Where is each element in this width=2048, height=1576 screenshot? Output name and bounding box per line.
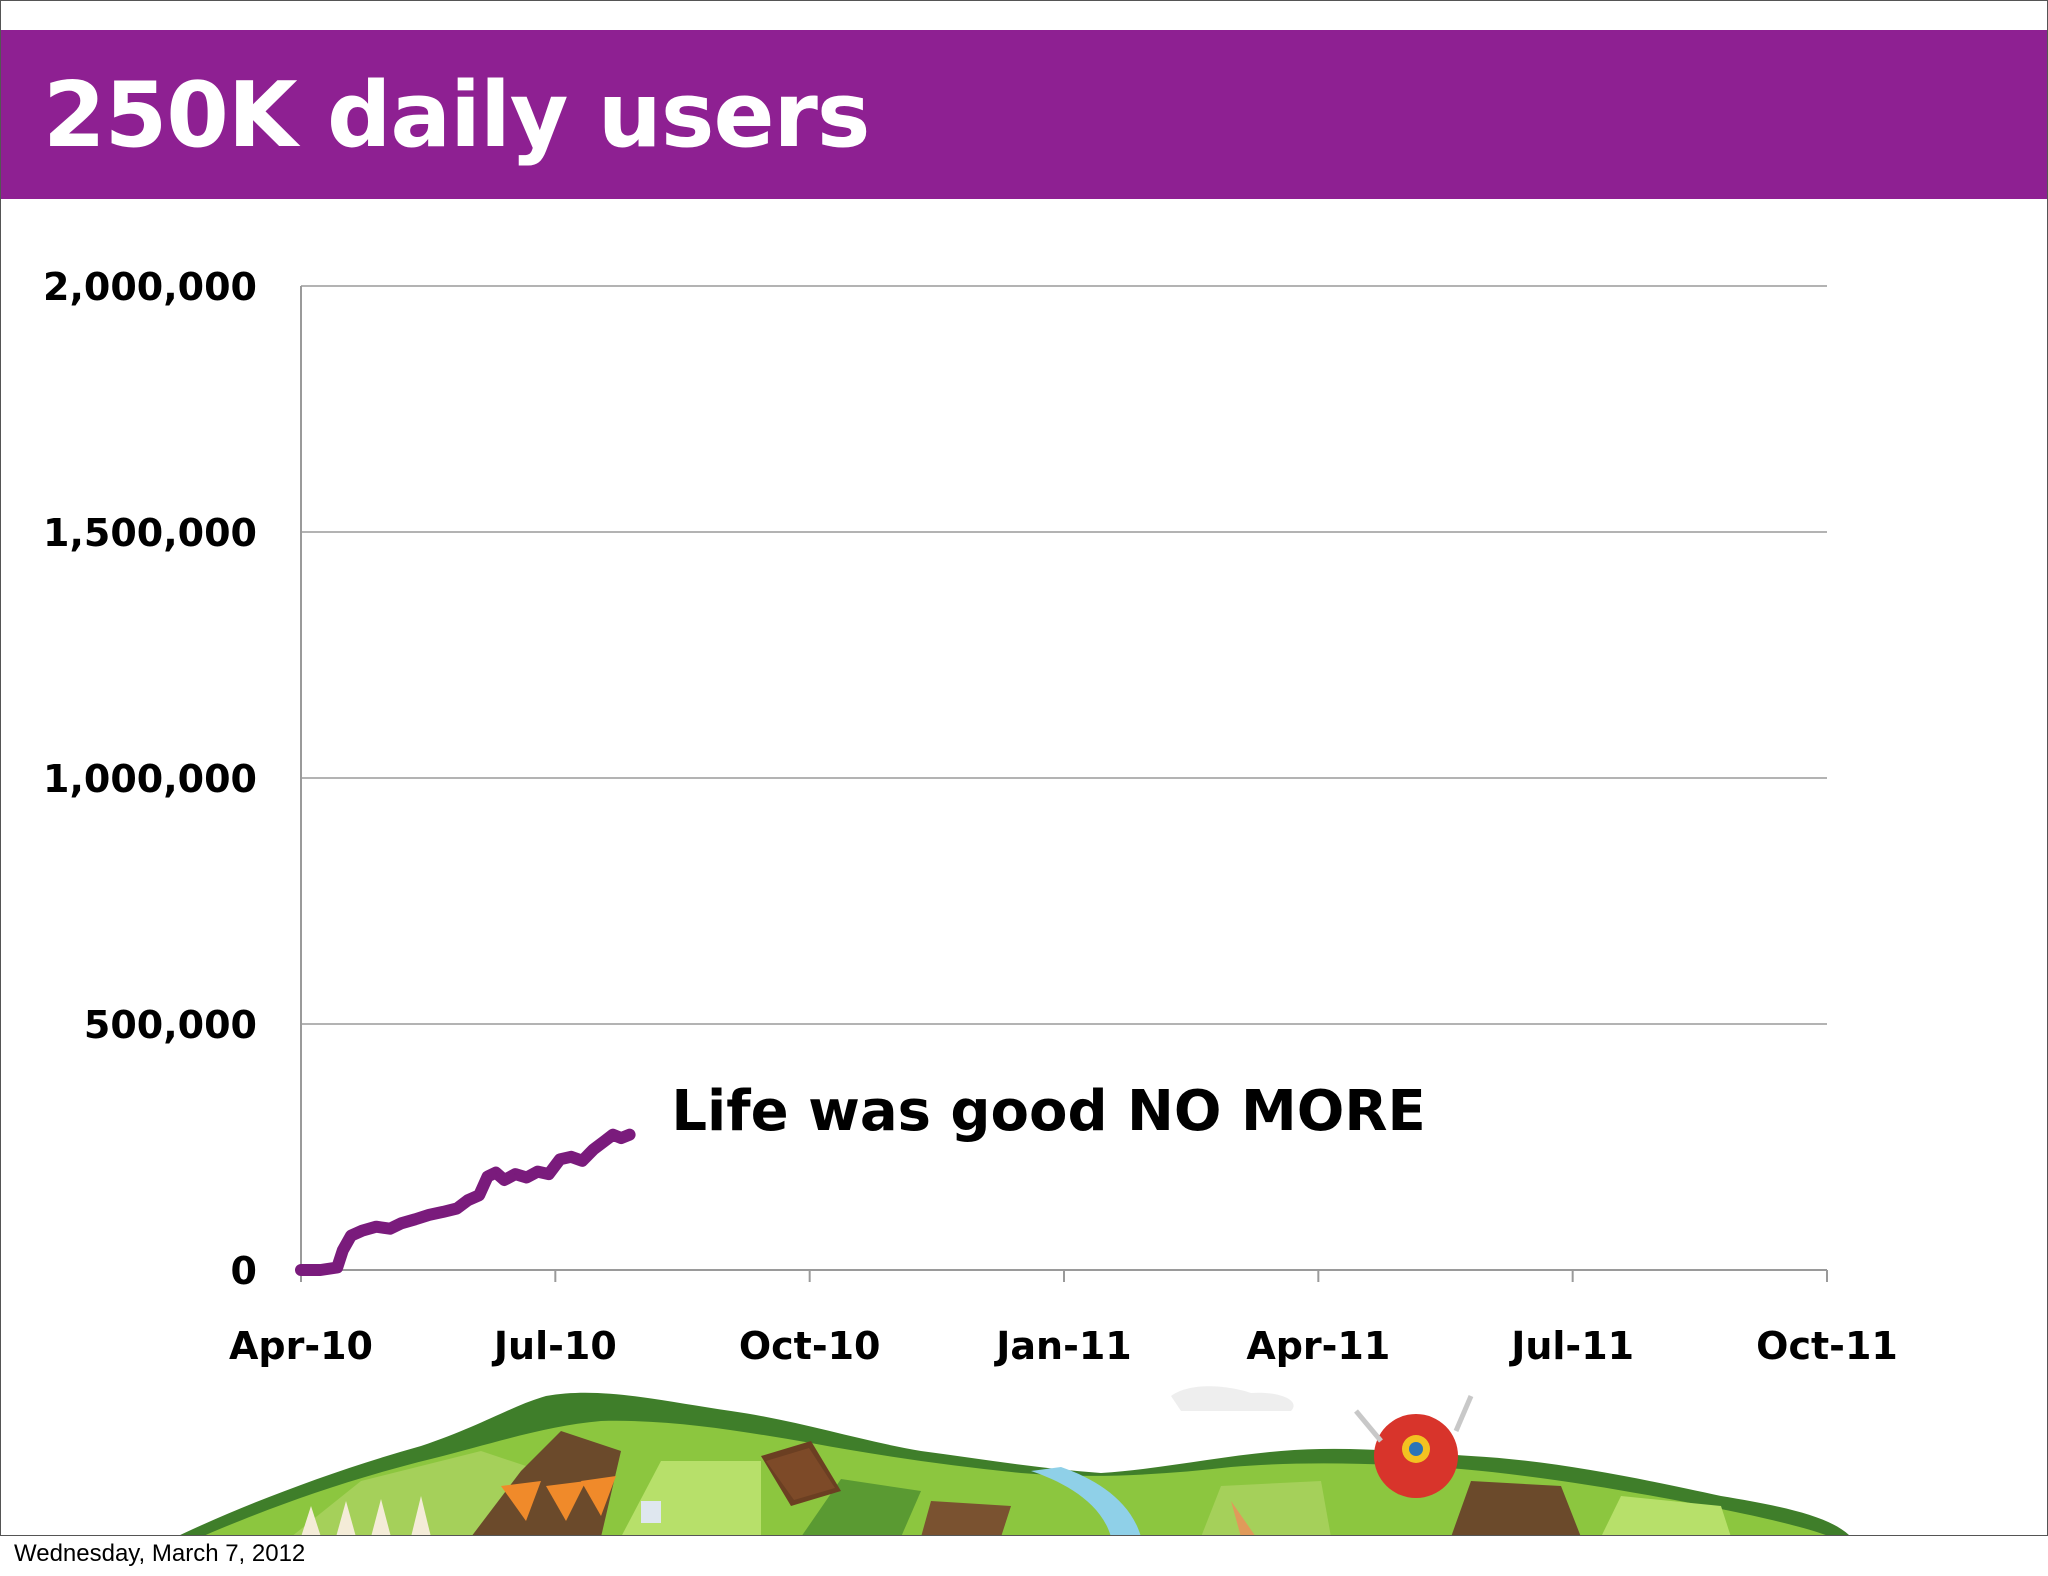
data-point (478, 1194, 481, 1197)
chart-gridlines (301, 285, 1827, 1025)
data-point (467, 1199, 470, 1202)
data-point (414, 1218, 417, 1221)
data-point (503, 1178, 506, 1181)
data-point (389, 1227, 392, 1230)
y-tick-label: 2,000,000 (43, 265, 257, 309)
data-point (547, 1173, 550, 1176)
x-tick-label: Jan-11 (993, 1324, 1132, 1368)
data-point (350, 1234, 353, 1237)
series-line (295, 1128, 636, 1276)
data-point (486, 1175, 489, 1178)
footer-date: Wednesday, March 7, 2012 (14, 1540, 306, 1567)
y-axis-labels: 0 500,000 1,000,000 1,500,000 2,000,000 (43, 265, 257, 1293)
data-point (581, 1159, 584, 1162)
candy-landscape-illustration (180, 1386, 1849, 1535)
y-tick-label: 500,000 (84, 1003, 257, 1047)
data-point (300, 1269, 302, 1271)
x-tick-label: Jul-10 (491, 1324, 617, 1368)
x-tick-label: Oct-10 (739, 1324, 881, 1368)
slide-title: 250K daily users (43, 63, 870, 168)
x-tick-label: Jul-11 (1508, 1324, 1634, 1368)
y-tick-label: 1,500,000 (43, 511, 257, 555)
data-point (336, 1266, 339, 1269)
data-point (628, 1133, 631, 1136)
data-point (536, 1170, 539, 1173)
data-point (494, 1171, 497, 1174)
chart: 0 500,000 1,000,000 1,500,000 2,000,000 Apr-… (43, 265, 1898, 1535)
data-point (361, 1229, 364, 1232)
data-point (558, 1158, 561, 1161)
data-point (592, 1148, 595, 1151)
y-tick-label: 0 (231, 1249, 257, 1293)
data-point (455, 1207, 458, 1210)
y-tick-label: 1,000,000 (43, 757, 257, 801)
data-point (341, 1249, 344, 1252)
data-point (428, 1213, 431, 1216)
title-bar (1, 30, 2047, 199)
data-point (525, 1176, 528, 1179)
data-point (620, 1137, 623, 1140)
chart-annotation: Life was good NO MORE (671, 1079, 1425, 1144)
slide: 250K daily users 0 500,000 1,000,000 1,500,… (0, 0, 2048, 1536)
x-tick-label: Apr-11 (1246, 1324, 1390, 1368)
data-point (611, 1133, 614, 1136)
data-point (603, 1140, 606, 1143)
data-point (570, 1155, 573, 1158)
x-axis-labels: Apr-10 Jul-10 Oct-10 Jan-11 Apr-11 Jul-11 Oct-… (229, 1324, 1898, 1368)
data-point (514, 1173, 517, 1176)
data-point (400, 1222, 403, 1225)
data-point (442, 1210, 445, 1213)
data-point (375, 1225, 378, 1228)
data-point (319, 1269, 322, 1271)
chart-series (295, 1128, 636, 1276)
x-tick-label: Apr-10 (229, 1324, 373, 1368)
x-tick-label: Oct-11 (1756, 1324, 1898, 1368)
